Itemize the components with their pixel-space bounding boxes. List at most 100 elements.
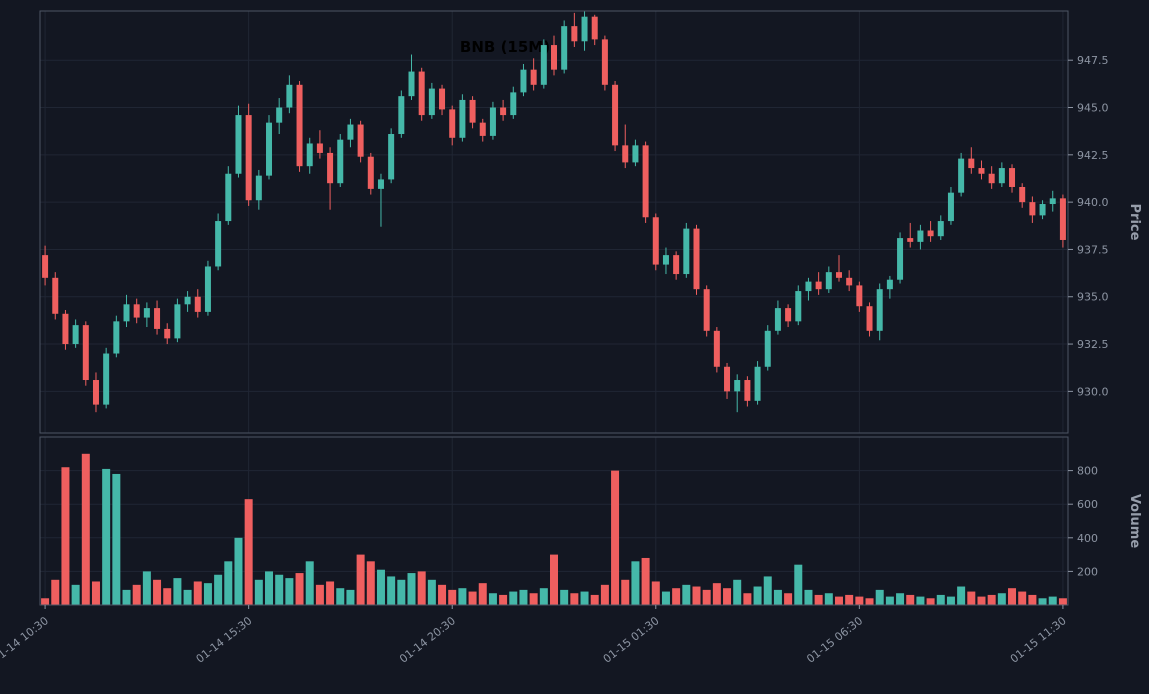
time-tick-label: 01-15 11:30 [1008,614,1069,666]
candle-body [835,272,842,278]
candle-body [805,281,812,292]
candle-body [601,39,608,85]
volume-bar [193,581,202,605]
candle-body [734,380,741,392]
candle-body [693,228,700,290]
volume-bar [834,596,843,605]
volume-bar [275,574,284,605]
volume-bar [397,579,406,605]
candle-body [815,281,822,290]
price-axis-label: Price [1127,204,1142,241]
volume-bar [478,583,487,605]
volume-bar [885,596,894,605]
volume-bar [499,594,508,605]
candle-body [72,325,79,345]
volume-bar [265,571,274,605]
volume-bar [142,571,151,605]
volume-bar [570,593,579,605]
candle-body [388,134,395,180]
candle-body [204,266,211,312]
volume-tick-label: 200 [1077,565,1098,578]
volume-bar [845,594,854,605]
candle-body [540,45,547,85]
candle-body [551,45,557,70]
candle-body [469,99,476,123]
volume-bar [132,584,141,605]
candle-body [235,115,242,174]
price-tick-label: 937.5 [1077,243,1109,256]
volume-bar [712,583,721,605]
price-tick-label: 942.5 [1077,149,1109,162]
candle-body [937,221,944,237]
volume-bar [41,598,50,605]
volume-bar [51,579,60,605]
candle-body [968,158,975,169]
volume-bar [153,579,162,605]
volume-bar [804,589,813,605]
volume-bar [315,584,324,605]
candle-body [581,16,588,42]
time-tick-label: 01-14 15:30 [194,614,255,666]
volume-bar [621,579,630,605]
candle-body [1029,202,1036,216]
volume-bar [896,593,905,605]
candle-body [164,328,171,339]
time-tick-label: 01-15 01:30 [601,614,662,666]
candle-body [113,321,120,354]
volume-bar [305,561,314,605]
volume-bar [295,573,304,605]
candle-body [1049,198,1056,205]
volume-bar [651,581,660,605]
candle-body [713,330,720,367]
candle-body [154,308,161,329]
volume-bar [590,594,599,605]
price-tick-label: 932.5 [1077,338,1109,351]
volume-bar [926,598,935,605]
candle-body [357,124,364,157]
volume-bar [254,579,263,605]
volume-bar [1008,588,1017,605]
candle-body [347,124,354,140]
volume-bar [234,537,243,605]
candle-body [255,175,262,201]
candle-body [377,179,384,189]
grid-layer [40,11,1068,605]
candle-body [266,122,273,176]
candle-body [764,330,771,367]
candle-body [988,173,995,184]
volume-bar [997,593,1006,605]
volume-axis-label: Volume [1127,494,1142,549]
candle-body [459,99,466,138]
candle-body [510,92,517,116]
candle-body [622,145,629,163]
volume-bar [672,588,681,605]
volume-bar [438,584,447,605]
candle-body [286,84,293,108]
candle-body [520,69,527,93]
candle-body [82,325,89,381]
candle-body [917,230,924,242]
candle-body [907,238,914,242]
candle-body [571,26,578,42]
candle-body [428,88,435,116]
volume-bar [224,561,233,605]
candle-body [367,156,374,189]
candle-body [52,277,59,314]
candle-body [174,304,181,339]
volume-bar [977,596,986,605]
candle-body [327,152,334,184]
volume-bar [183,589,192,605]
volume-bar [702,589,711,605]
candle-body [103,353,110,405]
candle-body [785,308,792,322]
candle-body [418,71,425,116]
volume-bar [641,557,650,605]
volume-bar [600,584,609,605]
candle-body [489,107,496,136]
volume-bar [285,578,294,605]
volume-bar [81,453,90,605]
candle-body [561,26,568,70]
candle-body [652,217,659,265]
volume-bar [875,589,884,605]
